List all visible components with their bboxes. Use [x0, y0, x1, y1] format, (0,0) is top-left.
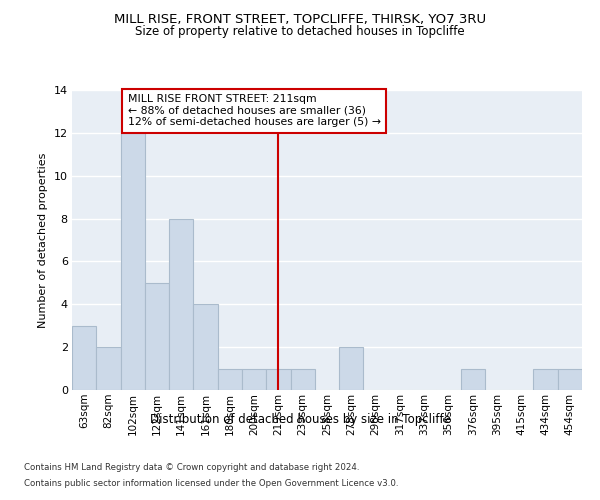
Bar — [169, 218, 193, 390]
Text: Contains public sector information licensed under the Open Government Licence v3: Contains public sector information licen… — [24, 478, 398, 488]
Text: Size of property relative to detached houses in Topcliffe: Size of property relative to detached ho… — [135, 25, 465, 38]
Text: Distribution of detached houses by size in Topcliffe: Distribution of detached houses by size … — [149, 412, 451, 426]
Text: MILL RISE FRONT STREET: 211sqm
← 88% of detached houses are smaller (36)
12% of : MILL RISE FRONT STREET: 211sqm ← 88% of … — [128, 94, 381, 128]
Bar — [339, 347, 364, 390]
Bar — [533, 368, 558, 390]
Bar — [266, 368, 290, 390]
Bar — [242, 368, 266, 390]
Bar — [218, 368, 242, 390]
Bar — [558, 368, 582, 390]
Text: MILL RISE, FRONT STREET, TOPCLIFFE, THIRSK, YO7 3RU: MILL RISE, FRONT STREET, TOPCLIFFE, THIR… — [114, 12, 486, 26]
Bar — [145, 283, 169, 390]
Bar — [96, 347, 121, 390]
Bar — [72, 326, 96, 390]
Y-axis label: Number of detached properties: Number of detached properties — [38, 152, 48, 328]
Text: Contains HM Land Registry data © Crown copyright and database right 2024.: Contains HM Land Registry data © Crown c… — [24, 464, 359, 472]
Bar — [193, 304, 218, 390]
Bar — [121, 133, 145, 390]
Bar — [290, 368, 315, 390]
Bar — [461, 368, 485, 390]
